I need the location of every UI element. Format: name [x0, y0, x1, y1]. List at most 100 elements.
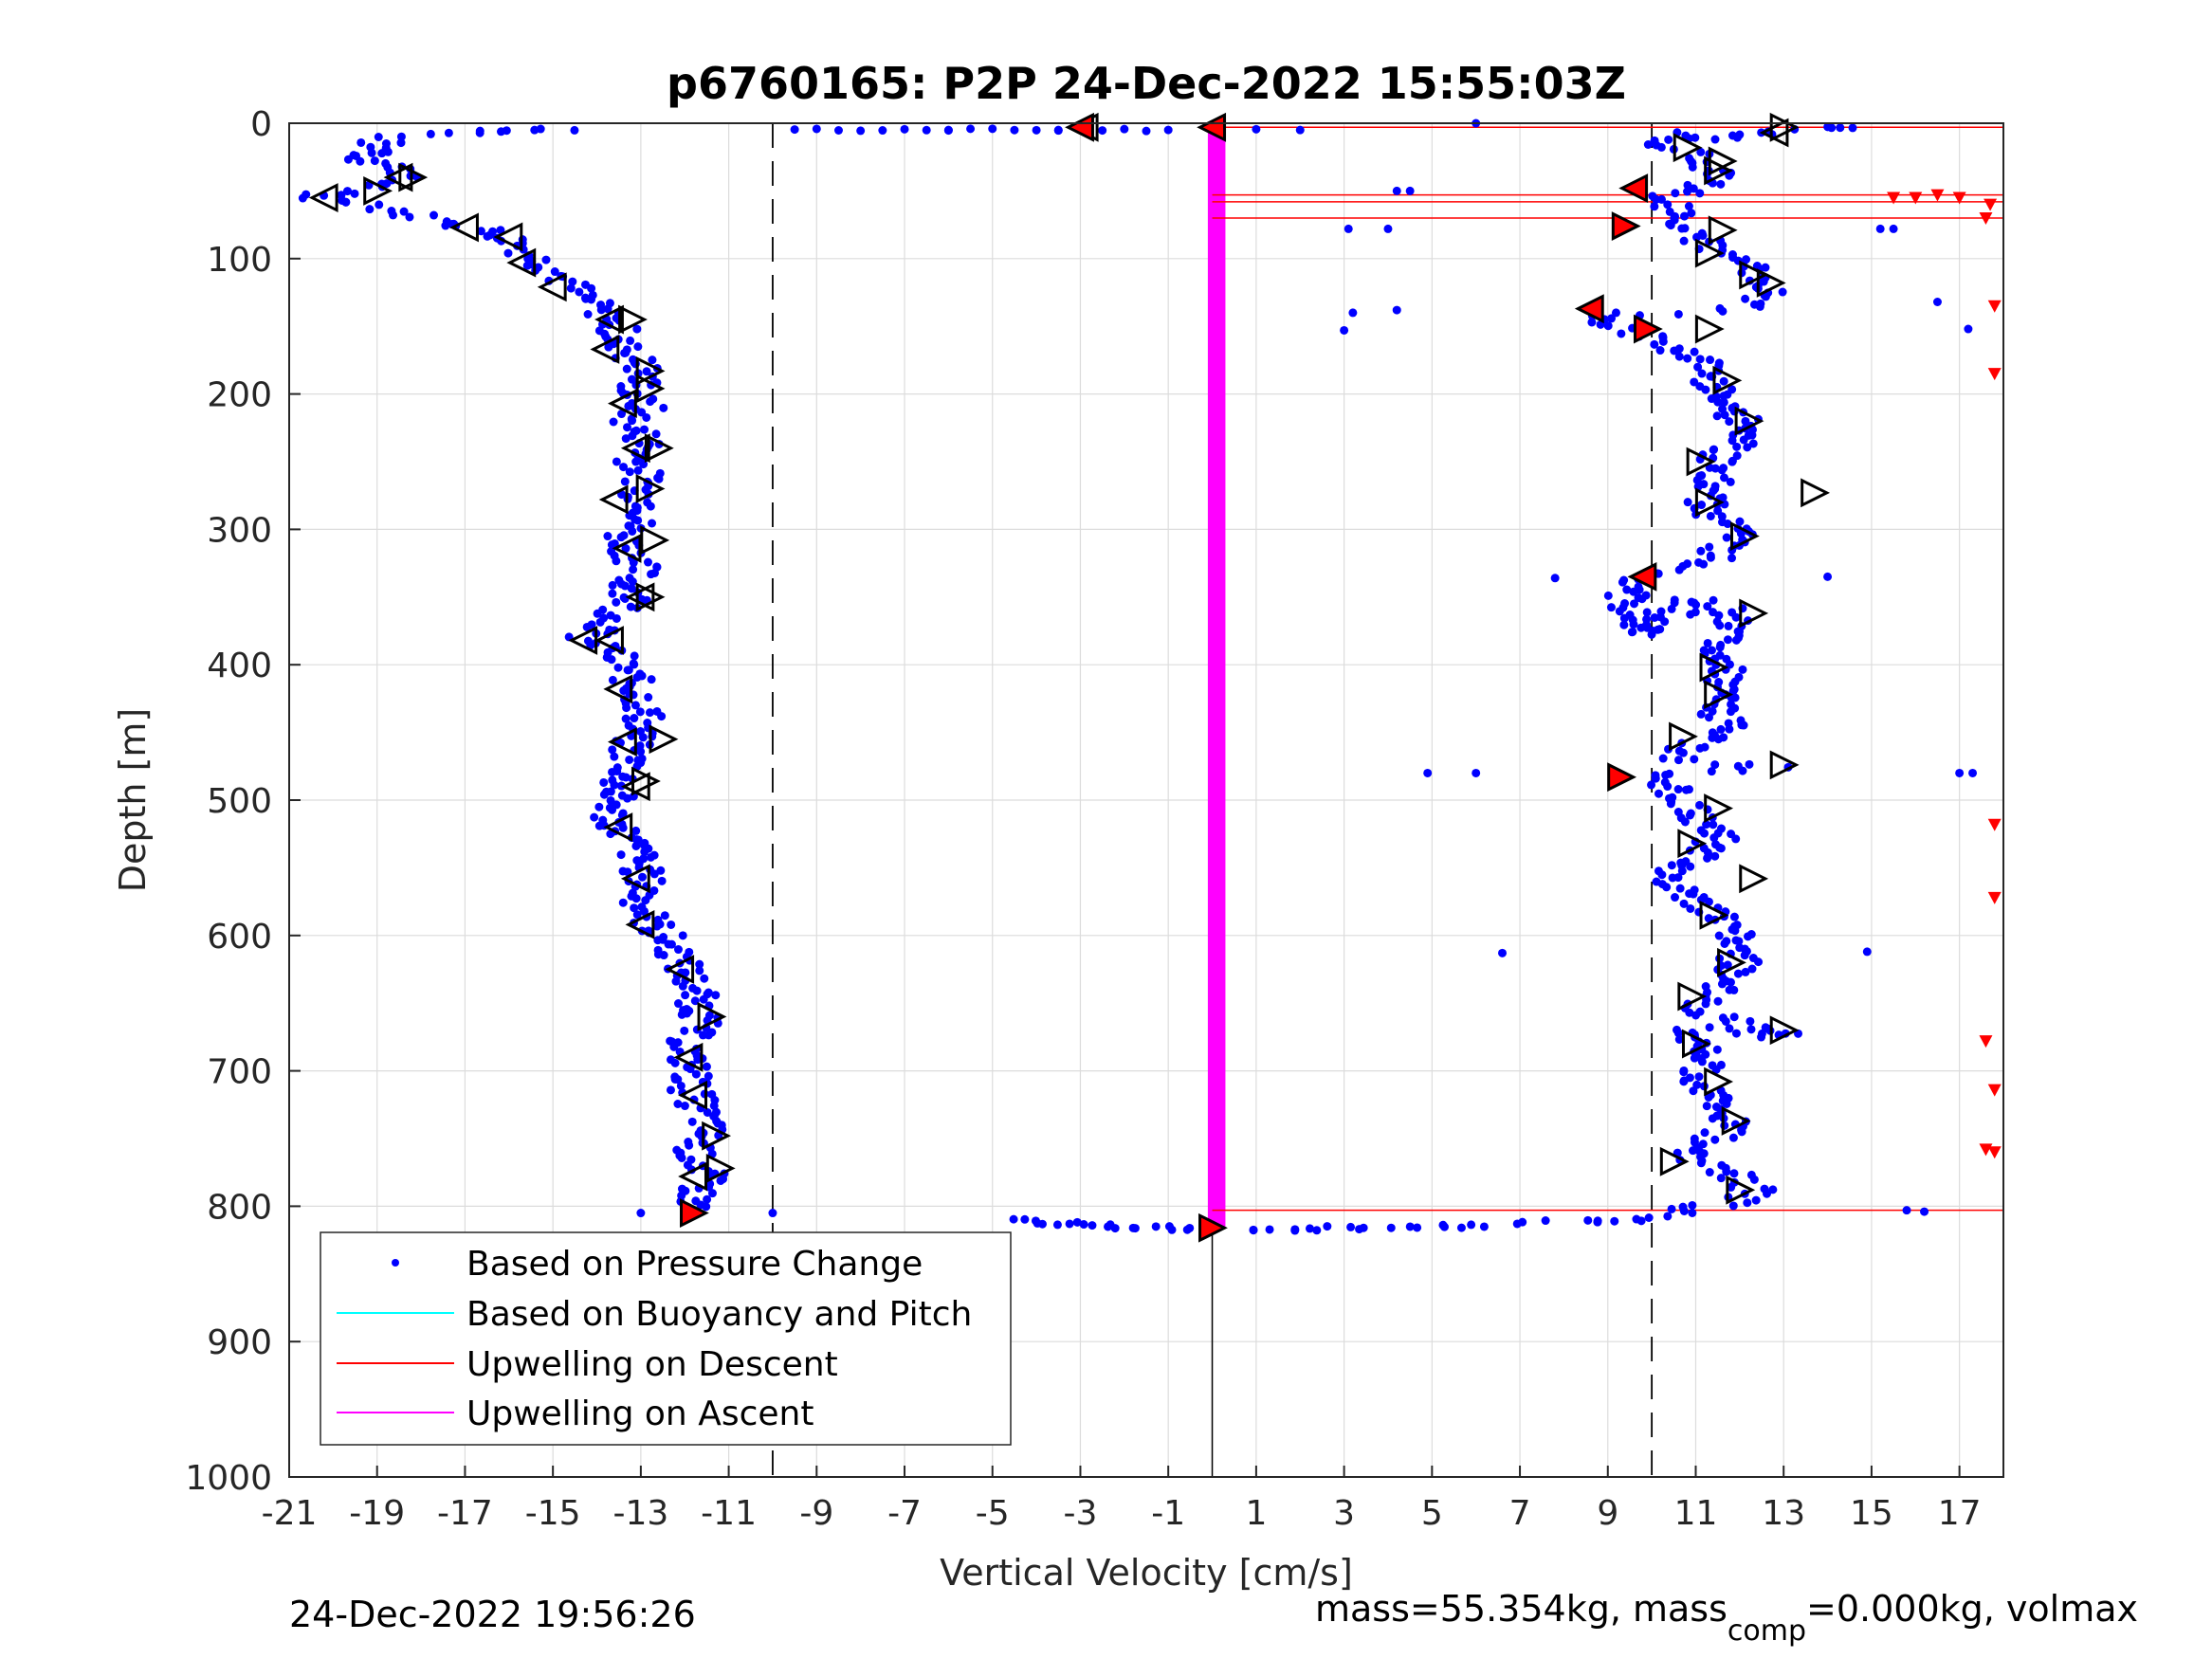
- pressure-change-point: [1128, 1223, 1138, 1232]
- right-triangle-marker: [1721, 1106, 1751, 1136]
- left-triangle-marker: [537, 272, 567, 302]
- pressure-change-point: [618, 823, 628, 832]
- pressure-change-point: [966, 124, 976, 134]
- y-tick-label: 300: [207, 511, 272, 550]
- pressure-change-point: [648, 356, 657, 365]
- pressure-change-point: [700, 974, 709, 983]
- pressure-change-point: [1902, 1206, 1911, 1215]
- pressure-change-point: [1668, 873, 1677, 883]
- pressure-change-point: [622, 703, 631, 713]
- right-triangle-marker: [702, 1121, 732, 1151]
- pressure-change-point: [1185, 1223, 1195, 1232]
- pressure-change-point: [1742, 255, 1751, 264]
- upwelling-descent-marker: [1987, 891, 2002, 904]
- red-triangle-marker: [680, 1198, 709, 1228]
- pressure-change-point: [1611, 308, 1620, 318]
- pressure-change-point: [1732, 451, 1742, 461]
- pressure-change-point: [1037, 1219, 1047, 1229]
- pressure-change-point: [1690, 377, 1699, 387]
- pressure-change-point: [1728, 131, 1737, 140]
- pressure-change-point: [350, 189, 359, 198]
- y-tick-label: 800: [207, 1188, 272, 1227]
- pressure-change-point: [1696, 147, 1706, 156]
- pressure-change-point: [1650, 136, 1659, 145]
- pressure-change-point: [1709, 595, 1718, 605]
- pressure-change-point: [631, 835, 641, 845]
- pressure-change-point: [943, 126, 953, 136]
- pressure-change-point: [612, 597, 621, 607]
- pressure-change-point: [1673, 808, 1683, 817]
- pressure-change-point: [1719, 473, 1728, 483]
- pressure-change-point: [1823, 572, 1833, 581]
- pressure-change-point: [1593, 1216, 1602, 1226]
- upwelling-descent-marker: [1952, 191, 1966, 205]
- pressure-change-point: [1679, 899, 1689, 908]
- right-triangle-marker: [1659, 1146, 1690, 1176]
- red-triangle-marker: [1065, 112, 1094, 142]
- pressure-change-point: [1423, 768, 1433, 777]
- pressure-change-point: [476, 227, 485, 236]
- pressure-change-point: [1678, 1202, 1688, 1212]
- pressure-change-point: [1686, 809, 1695, 818]
- pressure-change-point: [1687, 209, 1696, 218]
- footer-mass-rest: =0.000kg, volmax: [1806, 1588, 2138, 1630]
- pressure-change-point: [1632, 1214, 1641, 1224]
- pressure-change-point: [1699, 892, 1709, 902]
- right-triangle-marker: [640, 525, 670, 556]
- upwelling-descent-marker: [1887, 191, 1901, 205]
- pressure-change-point: [1752, 262, 1762, 271]
- pressure-change-point: [367, 148, 376, 157]
- pressure-change-point: [1031, 1216, 1040, 1226]
- pressure-change-point: [1932, 297, 1942, 306]
- right-triangle-marker: [649, 724, 679, 755]
- left-triangle-marker: [673, 1042, 704, 1072]
- pressure-change-point: [405, 212, 414, 222]
- pressure-change-point: [1716, 724, 1726, 734]
- right-triangle-marker: [1769, 750, 1800, 780]
- pressure-change-point: [1644, 1212, 1654, 1222]
- y-tick-label: 700: [207, 1053, 272, 1092]
- pressure-change-point: [1725, 1024, 1734, 1033]
- x-tick-labels: -21 -19 -17 -15 -13 -11 -9 -7 -5 -3 -1 1 3 5 7 9 11 13 15 1…: [262, 1494, 1982, 1533]
- left-triangle-marker: [612, 533, 642, 563]
- pressure-change-point: [1703, 638, 1712, 647]
- pressure-change-point: [659, 403, 668, 412]
- pressure-change-point: [599, 790, 609, 799]
- right-triangle-marker: [1717, 947, 1746, 977]
- pressure-change-point: [530, 125, 539, 135]
- pressure-change-point: [1630, 599, 1639, 609]
- pressure-change-point: [1617, 329, 1626, 338]
- x-tick-label: -21: [262, 1494, 318, 1533]
- pressure-change-point: [1650, 612, 1659, 622]
- pressure-change-point: [1690, 1134, 1699, 1143]
- x-tick-label: -9: [799, 1494, 833, 1533]
- pressure-change-point: [621, 544, 631, 554]
- pressure-change-point: [606, 787, 615, 796]
- pressure-change-point: [632, 672, 642, 682]
- pressure-change-point: [629, 659, 638, 668]
- pressure-change-point: [1641, 591, 1651, 600]
- pressure-change-point: [627, 584, 636, 593]
- pressure-change-point: [1694, 557, 1704, 567]
- pressure-change-point: [1628, 627, 1637, 636]
- pressure-change-point: [1693, 362, 1703, 372]
- pressure-change-point: [1681, 785, 1691, 794]
- pressure-change-point: [1738, 665, 1747, 674]
- pressure-change-point: [426, 129, 435, 138]
- pressure-change-point: [1142, 126, 1151, 136]
- pressure-change-point: [1717, 1160, 1727, 1170]
- pressure-change-point: [1265, 1225, 1274, 1234]
- pressure-change-point: [1690, 347, 1699, 356]
- pressure-change-point: [685, 1140, 694, 1150]
- pressure-change-point: [1636, 623, 1646, 632]
- pressure-change-point: [1348, 308, 1358, 318]
- pressure-change-point: [1710, 1135, 1720, 1144]
- x-tick-label: -17: [437, 1494, 493, 1533]
- pressure-change-point: [1088, 1221, 1097, 1231]
- upwelling-on-ascent-band: [1207, 123, 1226, 1227]
- pressure-change-point: [612, 556, 621, 566]
- pressure-change-point: [1456, 1223, 1466, 1232]
- pressure-change-point: [1688, 1208, 1697, 1217]
- pressure-change-point: [594, 821, 604, 830]
- pressure-change-point: [603, 532, 612, 541]
